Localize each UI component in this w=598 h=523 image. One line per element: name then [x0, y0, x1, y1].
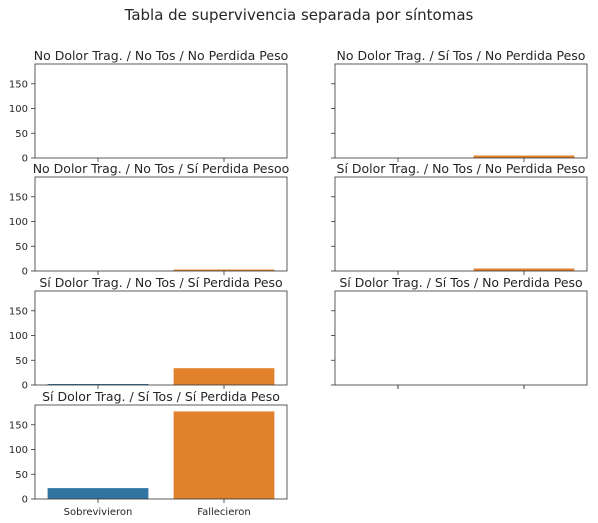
axes-frame: [34, 63, 288, 159]
y-tick-label: 0: [22, 495, 28, 506]
y-tick-label: 150: [9, 192, 28, 203]
y-tick-label: 0: [22, 154, 28, 165]
y-tick-label: 100: [9, 445, 28, 456]
axes-frame: [34, 404, 288, 500]
y-tick-label: 0: [22, 267, 28, 278]
subplot-3: No Dolor Trag. / No Tos / Sí Perdida Pes…: [9, 161, 289, 278]
y-tick-label: 150: [9, 306, 28, 317]
bar-sobrevivieron: [47, 488, 149, 499]
subplot-2: No Dolor Trag. / Sí Tos / No Perdida Pes…: [331, 48, 588, 162]
x-tick-label: Sobrevivieron: [64, 507, 133, 518]
y-tick-label: 150: [9, 420, 28, 431]
y-tick-label: 50: [15, 129, 28, 140]
y-tick-label: 50: [15, 356, 28, 367]
bar-sobrevivieron: [47, 384, 149, 385]
y-tick-label: 150: [9, 79, 28, 90]
axes-frame: [334, 63, 588, 159]
bar-fallecieron: [173, 368, 275, 385]
subplot-7: Sí Dolor Trag. / Sí Tos / Sí Perdida Pes…: [9, 389, 288, 518]
bar-fallecieron: [473, 155, 575, 158]
bar-fallecieron: [473, 268, 575, 271]
y-tick-label: 100: [9, 217, 28, 228]
subplot-title: Sí Dolor Trag. / Sí Tos / Sí Perdida Pes…: [42, 389, 280, 404]
axes-frame: [34, 290, 288, 386]
subplot-title: Sí Dolor Trag. / Sí Tos / No Perdida Pes…: [339, 275, 582, 290]
y-tick-label: 100: [9, 104, 28, 115]
subplot-6: Sí Dolor Trag. / Sí Tos / No Perdida Pes…: [331, 275, 588, 389]
subplot-title: No Dolor Trag. / Sí Tos / No Perdida Pes…: [337, 48, 586, 63]
subplot-1: No Dolor Trag. / No Tos / No Perdida Pes…: [9, 48, 288, 165]
axes-frame: [34, 176, 288, 272]
y-tick-label: 0: [22, 381, 28, 392]
subplot-title: No Dolor Trag. / No Tos / No Perdida Pes…: [34, 48, 289, 63]
bar-fallecieron: [173, 269, 275, 271]
subplot-title: No Dolor Trag. / No Tos / Sí Perdida Pes…: [33, 161, 290, 176]
axes-frame: [334, 176, 588, 272]
subplot-title: Sí Dolor Trag. / No Tos / Sí Perdida Pes…: [39, 275, 282, 290]
x-tick-label: Fallecieron: [197, 507, 250, 518]
y-tick-label: 50: [15, 242, 28, 253]
subplot-4: Sí Dolor Trag. / No Tos / No Perdida Pes…: [331, 161, 588, 275]
figure-title: Tabla de supervivencia separada por sínt…: [124, 6, 474, 24]
bar-fallecieron: [173, 411, 275, 499]
subplot-title: Sí Dolor Trag. / No Tos / No Perdida Pes…: [337, 161, 586, 176]
axes-frame: [334, 290, 588, 386]
y-tick-label: 100: [9, 331, 28, 342]
subplot-5: Sí Dolor Trag. / No Tos / Sí Perdida Pes…: [9, 275, 288, 392]
y-tick-label: 50: [15, 470, 28, 481]
